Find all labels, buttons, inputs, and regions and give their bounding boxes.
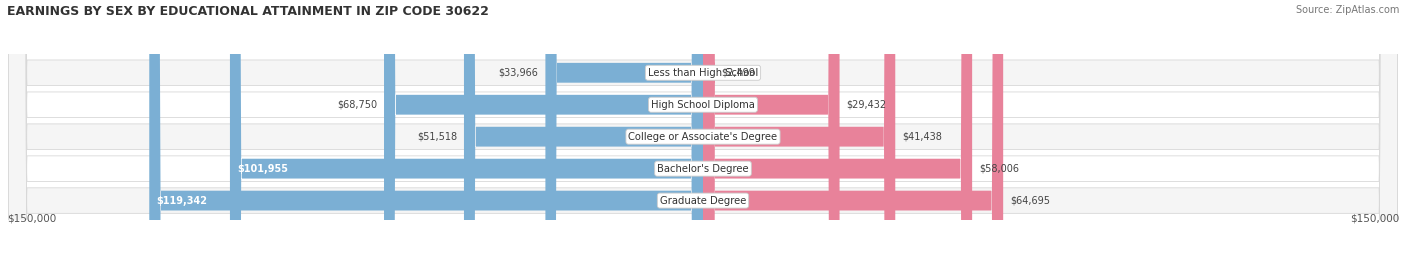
Text: $101,955: $101,955 <box>236 164 288 174</box>
FancyBboxPatch shape <box>384 0 703 268</box>
FancyBboxPatch shape <box>703 0 972 268</box>
Text: Bachelor's Degree: Bachelor's Degree <box>657 164 749 174</box>
FancyBboxPatch shape <box>8 0 1398 268</box>
Text: $119,342: $119,342 <box>156 196 207 206</box>
FancyBboxPatch shape <box>546 0 703 268</box>
Text: College or Associate's Degree: College or Associate's Degree <box>628 132 778 142</box>
Text: $58,006: $58,006 <box>979 164 1019 174</box>
Text: $2,499: $2,499 <box>721 68 755 78</box>
Text: $150,000: $150,000 <box>1350 213 1399 223</box>
Text: $41,438: $41,438 <box>903 132 942 142</box>
Text: Source: ZipAtlas.com: Source: ZipAtlas.com <box>1295 5 1399 15</box>
FancyBboxPatch shape <box>8 0 1398 268</box>
FancyBboxPatch shape <box>231 0 703 268</box>
FancyBboxPatch shape <box>703 0 1002 268</box>
FancyBboxPatch shape <box>703 0 714 268</box>
FancyBboxPatch shape <box>464 0 703 268</box>
Text: Graduate Degree: Graduate Degree <box>659 196 747 206</box>
Text: $150,000: $150,000 <box>7 213 56 223</box>
FancyBboxPatch shape <box>703 0 839 268</box>
FancyBboxPatch shape <box>8 0 1398 268</box>
FancyBboxPatch shape <box>8 0 1398 268</box>
Text: Less than High School: Less than High School <box>648 68 758 78</box>
FancyBboxPatch shape <box>149 0 703 268</box>
FancyBboxPatch shape <box>8 0 1398 268</box>
Text: $51,518: $51,518 <box>418 132 457 142</box>
Text: High School Diploma: High School Diploma <box>651 100 755 110</box>
Text: $64,695: $64,695 <box>1010 196 1050 206</box>
Text: $68,750: $68,750 <box>337 100 377 110</box>
Text: $33,966: $33,966 <box>499 68 538 78</box>
Text: $29,432: $29,432 <box>846 100 887 110</box>
Text: EARNINGS BY SEX BY EDUCATIONAL ATTAINMENT IN ZIP CODE 30622: EARNINGS BY SEX BY EDUCATIONAL ATTAINMEN… <box>7 5 489 18</box>
FancyBboxPatch shape <box>703 0 896 268</box>
